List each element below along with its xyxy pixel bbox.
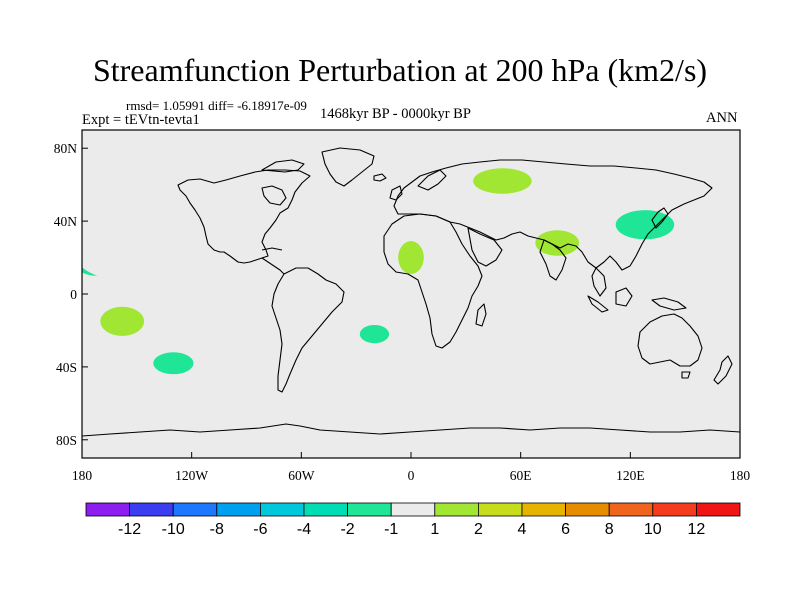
x-tick-label: 180 [730, 468, 751, 483]
borneo-coast [615, 287, 633, 307]
time-period-label: 1468kyr BP - 0000kyr BP [320, 106, 471, 122]
japan-coast [651, 207, 669, 229]
field-greenland-negative [325, 168, 406, 194]
field-south-africa-negative [440, 295, 521, 336]
x-tick-label: 180 [72, 468, 93, 483]
hudson-bay-coast [261, 185, 287, 206]
colorbar-label: -1 [384, 521, 398, 538]
colorbar-box [434, 502, 479, 517]
colorbar-label: 2 [474, 521, 483, 538]
field-indian-ocean-positive [506, 348, 580, 378]
colorbar: -12 -10 -8 -6 -4 -2 -1 1 2 4 6 8 10 12 [85, 502, 741, 538]
new-guinea-coast [651, 297, 687, 311]
colorbar-label: -2 [340, 521, 354, 538]
colorbar-label: 1 [430, 521, 439, 538]
y-tick-label: 40S [56, 360, 77, 375]
x-tick-label: 0 [408, 468, 415, 483]
colorbar-box [216, 502, 261, 517]
field-sahara-core [398, 241, 424, 274]
colorbar-box [85, 502, 130, 517]
x-tick-label: 60E [510, 468, 532, 483]
colorbar-box [390, 502, 436, 517]
australia-coast [637, 313, 703, 367]
colorbar-box [129, 502, 174, 517]
colorbar-label: -4 [297, 521, 311, 538]
colorbar-box [696, 502, 741, 517]
y-tick-label: 80S [56, 433, 77, 448]
colorbar-label: -8 [210, 521, 224, 538]
field-south-pacific-negative-core [153, 352, 194, 375]
field-japan-core-negative [615, 210, 675, 240]
colorbar-label: 4 [518, 521, 527, 538]
field-tibet-core [535, 230, 580, 256]
field-eurasia-core [473, 168, 532, 194]
colorbar-label: 6 [561, 521, 570, 538]
colorbar-box [565, 502, 610, 517]
chart-title: Streamfunction Perturbation at 200 hPa (… [92, 52, 708, 88]
colorbar-box [172, 502, 218, 517]
colorbar-label: 10 [644, 521, 662, 538]
y-tick-label: 40N [54, 214, 78, 229]
colorbar-box [259, 502, 305, 517]
central-america-coast [261, 257, 285, 275]
axis-ticks: 180 120W 60W 0 60E 120E 180 80N 40N 0 40S 80S [54, 141, 751, 483]
arabia-coast [467, 227, 503, 267]
x-tick-label: 60W [288, 468, 315, 483]
colorbar-box [608, 502, 654, 517]
field-alaska-negative [133, 182, 170, 231]
colorbar-label: 12 [688, 521, 706, 538]
field-gulf-of-mexico-negative [242, 255, 287, 274]
iceland-coast [373, 173, 387, 182]
north-america-coast [177, 169, 311, 264]
indochina-coast [591, 267, 607, 297]
colorbar-label: -6 [253, 521, 267, 538]
y-tick-label: 80N [54, 141, 78, 156]
y-tick-label: 0 [70, 287, 77, 302]
x-tick-label: 120E [616, 468, 645, 483]
field-australia-positive [644, 326, 689, 364]
streamfunction-field [82, 159, 733, 384]
india-coast [539, 239, 567, 281]
colorbar-box [652, 502, 697, 517]
season-label: ANN [706, 110, 738, 126]
sumatra-coast [587, 295, 609, 313]
map-background [82, 130, 740, 458]
field-north-atlantic-positive [304, 212, 379, 253]
colorbar-box [477, 502, 523, 517]
x-tick-label: 120W [175, 468, 208, 483]
colorbar-label: 8 [605, 521, 614, 538]
field-south-pacific-core [100, 306, 145, 336]
antarctica-coast [82, 423, 740, 437]
coastlines [82, 147, 740, 437]
cuba-coast [261, 247, 283, 251]
colorbar-label: -12 [118, 521, 141, 538]
experiment-label: Expt = tEVtn-tevta1 [82, 112, 200, 128]
rmsd-diff-stats: rmsd= 1.05991 diff= -6.18917e-09 [126, 98, 307, 113]
field-south-atlantic-core [359, 324, 390, 344]
colorbar-box [521, 502, 566, 517]
british-isles-coast [389, 185, 403, 201]
colorbar-label: -10 [162, 521, 185, 538]
arctic-islands-coast [261, 159, 305, 173]
south-america-coast [271, 267, 345, 393]
colorbar-box [347, 502, 392, 517]
scandinavia-coast [417, 169, 447, 191]
new-zealand-coast [713, 355, 733, 385]
tasmania-coast [681, 371, 691, 379]
field-north-america-positive [184, 208, 309, 249]
madagascar-coast [475, 303, 487, 327]
eurasia-coast [393, 159, 713, 271]
colorbar-box [303, 502, 348, 517]
greenland-coast [321, 147, 375, 187]
